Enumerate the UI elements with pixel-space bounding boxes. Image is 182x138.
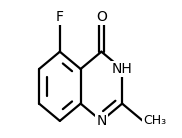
Text: O: O <box>96 10 107 24</box>
Text: F: F <box>56 10 64 24</box>
Text: N: N <box>96 114 107 128</box>
Text: CH₃: CH₃ <box>143 114 166 127</box>
Text: NH: NH <box>112 62 132 76</box>
